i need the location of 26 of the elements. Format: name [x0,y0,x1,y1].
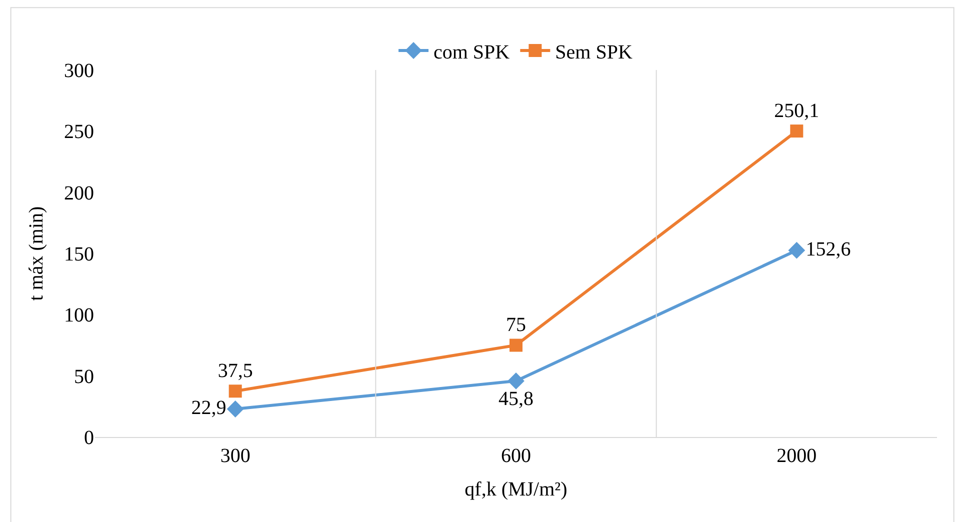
point [228,384,242,398]
data-label: 22,9 [191,396,226,419]
x-axis-title: qf,k (MJ/m²) [464,478,568,500]
x-tick-label: 600 [501,445,531,467]
point [510,338,522,352]
point [508,372,524,390]
point [790,124,804,138]
y-tick-label: 150 [64,244,94,266]
data-label: 250,1 [774,100,820,122]
legend-label: Sem SPK [555,41,633,64]
data-label: 152,6 [806,238,851,260]
x-tick-label: 2000 [776,445,817,467]
y-tick-label: 250 [64,121,94,144]
y-tick-label: 50 [74,366,94,388]
y-tick-label: 100 [64,304,94,327]
data-label: 45,8 [498,388,534,410]
legend-label: com SPK [434,41,510,64]
data-label: 75 [506,314,526,336]
y-tick-label: 300 [64,60,94,82]
y-tick-label: 0 [84,427,94,449]
data-label: 37,5 [218,360,253,382]
x-tick-label: 300 [220,445,250,467]
point [788,242,806,259]
y-tick-label: 200 [64,182,94,204]
y-axis-title: t máx (min) [26,206,48,301]
point [226,400,244,418]
